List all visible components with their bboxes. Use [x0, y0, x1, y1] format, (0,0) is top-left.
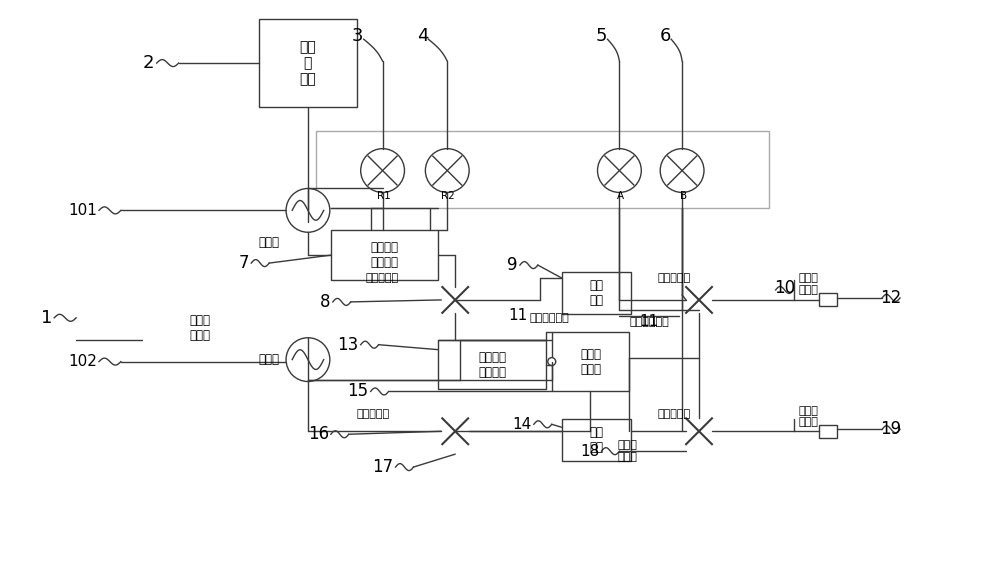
Bar — [819, 425, 837, 438]
Text: 6: 6 — [660, 27, 671, 45]
Bar — [819, 293, 837, 306]
Circle shape — [425, 149, 469, 193]
Text: 第一测
试端口: 第一测 试端口 — [799, 273, 818, 295]
Text: 7: 7 — [239, 254, 249, 272]
Text: 第二选择开关: 第二选择开关 — [629, 317, 669, 327]
Bar — [562, 419, 631, 461]
Text: 11: 11 — [639, 314, 659, 329]
Text: 17: 17 — [372, 458, 394, 476]
Text: 计算
机
模块: 计算 机 模块 — [300, 40, 316, 86]
Text: 第二倍频
选择单元: 第二倍频 选择单元 — [478, 351, 506, 379]
Circle shape — [660, 149, 704, 193]
Circle shape — [286, 338, 330, 381]
Text: 15: 15 — [348, 383, 369, 401]
Bar — [331, 231, 438, 280]
Circle shape — [286, 189, 330, 232]
Text: 3: 3 — [352, 27, 364, 45]
Text: 13: 13 — [337, 336, 359, 354]
Text: 10: 10 — [774, 279, 795, 297]
Text: 8: 8 — [320, 293, 331, 311]
Text: 第二耦合器: 第二耦合器 — [657, 273, 690, 283]
Text: 4: 4 — [417, 27, 428, 45]
Text: 第一
负载: 第一 负载 — [590, 279, 604, 307]
Text: R1: R1 — [377, 192, 390, 202]
Text: 2: 2 — [142, 54, 154, 72]
Text: 本振源: 本振源 — [259, 236, 280, 249]
Text: 第二测
试端口: 第二测 试端口 — [799, 406, 818, 427]
Bar — [316, 131, 769, 208]
Text: 第三耦合器: 第三耦合器 — [357, 410, 390, 419]
Text: 16: 16 — [308, 425, 329, 444]
Text: 19: 19 — [880, 420, 901, 438]
Circle shape — [548, 358, 556, 366]
Text: 第一选
择开关: 第一选 择开关 — [580, 347, 601, 376]
Text: 101: 101 — [68, 203, 97, 218]
Text: 第二
负载: 第二 负载 — [590, 426, 604, 454]
Bar — [438, 340, 546, 389]
Text: 14: 14 — [513, 417, 532, 432]
Circle shape — [598, 149, 641, 193]
Text: 12: 12 — [880, 289, 901, 307]
Text: 频率参
考模块: 频率参 考模块 — [189, 314, 210, 342]
Text: 102: 102 — [68, 354, 97, 369]
Text: 第四耦合器: 第四耦合器 — [657, 410, 690, 419]
Bar — [552, 332, 629, 392]
Text: 第二选择开关: 第二选择开关 — [530, 313, 570, 323]
Text: 第一倍频
选择单元: 第一倍频 选择单元 — [371, 241, 399, 269]
Circle shape — [361, 149, 404, 193]
Text: R2: R2 — [441, 192, 455, 202]
Text: B: B — [680, 192, 687, 202]
Text: A: A — [617, 192, 624, 202]
Bar — [562, 272, 631, 314]
Text: 第三选
择开关: 第三选 择开关 — [617, 440, 637, 462]
Text: 11: 11 — [509, 308, 528, 323]
Text: 9: 9 — [507, 256, 518, 274]
Text: 1: 1 — [41, 309, 52, 327]
Text: 第一耦合器: 第一耦合器 — [366, 273, 399, 283]
Text: 信号源: 信号源 — [259, 353, 280, 366]
Bar — [259, 19, 357, 107]
Text: 5: 5 — [596, 27, 607, 45]
Text: 18: 18 — [580, 444, 600, 459]
